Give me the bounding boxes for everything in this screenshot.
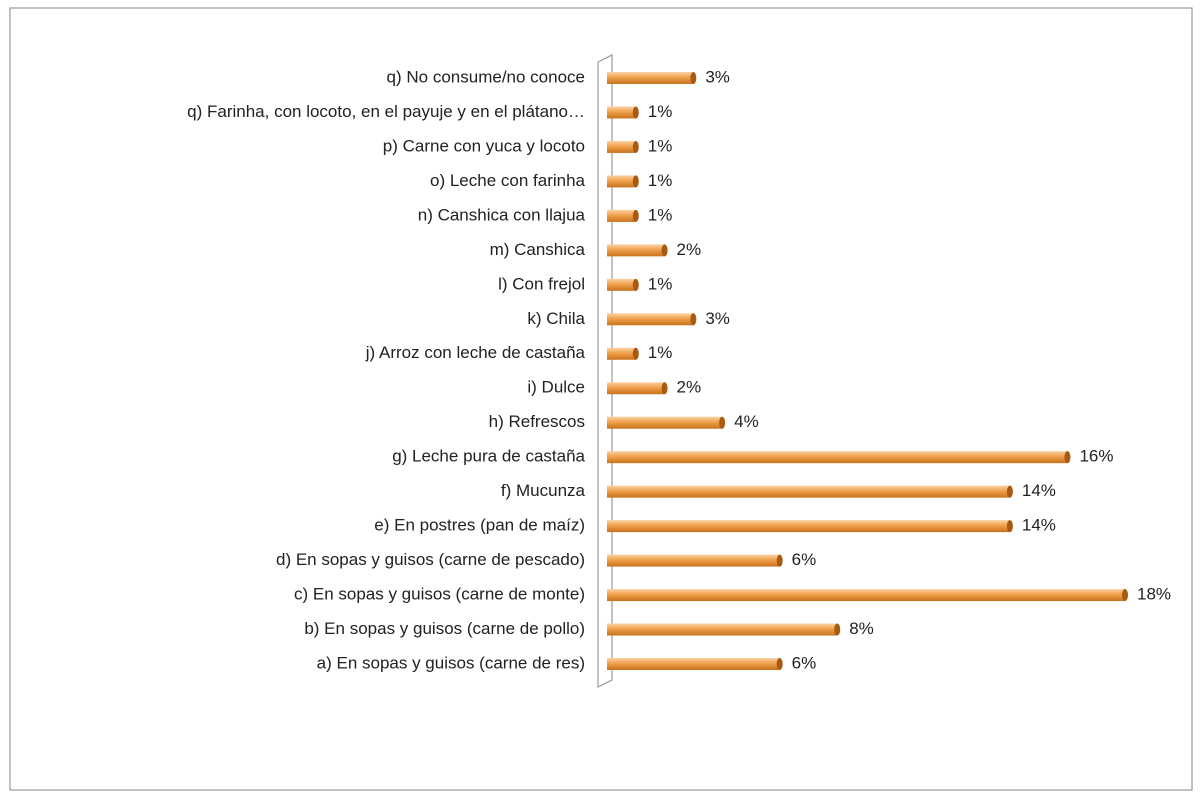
bar <box>607 278 639 291</box>
data-label: 6% <box>792 550 817 569</box>
data-label: 3% <box>705 67 730 86</box>
bar <box>607 485 1013 498</box>
data-label: 3% <box>705 309 730 328</box>
data-label: 14% <box>1022 481 1056 500</box>
bar <box>607 589 1128 602</box>
category-label: e) En postres (pan de maíz) <box>374 516 585 535</box>
data-label: 16% <box>1079 447 1113 466</box>
category-label: b) En sopas y guisos (carne de pollo) <box>304 619 585 638</box>
bar <box>607 140 639 153</box>
category-label: i) Dulce <box>527 378 585 397</box>
bar <box>607 416 726 429</box>
bar <box>607 658 783 670</box>
data-label: 8% <box>849 619 874 638</box>
category-label: c) En sopas y guisos (carne de monte) <box>294 585 585 604</box>
bar <box>607 106 639 119</box>
category-label: n) Canshica con llajua <box>418 205 586 224</box>
data-label: 1% <box>648 205 673 224</box>
bar <box>607 520 1013 533</box>
category-label: o) Leche con farinha <box>430 171 586 190</box>
category-label: f) Mucunza <box>501 481 586 500</box>
category-label: g) Leche pura de castaña <box>392 447 585 466</box>
category-label: j) Arroz con leche de castaña <box>365 343 586 362</box>
category-label: p) Carne con yuca y locoto <box>383 136 585 155</box>
data-label: 1% <box>648 274 673 293</box>
data-label: 1% <box>648 343 673 362</box>
category-label: m) Canshica <box>490 240 586 259</box>
data-label: 1% <box>648 171 673 190</box>
bar <box>607 244 668 257</box>
category-label: d) En sopas y guisos (carne de pescado) <box>276 550 585 569</box>
bar <box>607 347 639 360</box>
data-label: 2% <box>677 378 702 397</box>
data-label: 4% <box>734 412 759 431</box>
data-label: 18% <box>1137 585 1171 604</box>
bar <box>607 72 697 84</box>
bar <box>607 554 783 567</box>
category-label: h) Refrescos <box>489 412 585 431</box>
data-label: 6% <box>792 653 817 672</box>
data-label: 14% <box>1022 516 1056 535</box>
category-label: a) En sopas y guisos (carne de res) <box>317 653 585 672</box>
category-label: k) Chila <box>527 309 585 328</box>
data-label: 1% <box>648 136 673 155</box>
data-label: 1% <box>648 102 673 121</box>
data-label: 2% <box>677 240 702 259</box>
category-label: l) Con frejol <box>498 274 585 293</box>
bar <box>607 175 639 188</box>
category-label: q) Farinha, con locoto, en el payuje y e… <box>187 102 585 121</box>
bar <box>607 623 841 636</box>
bar <box>607 451 1071 464</box>
category-label: q) No consume/no conoce <box>387 67 585 86</box>
bar <box>607 313 697 326</box>
bar <box>607 382 668 395</box>
bar <box>607 209 639 222</box>
